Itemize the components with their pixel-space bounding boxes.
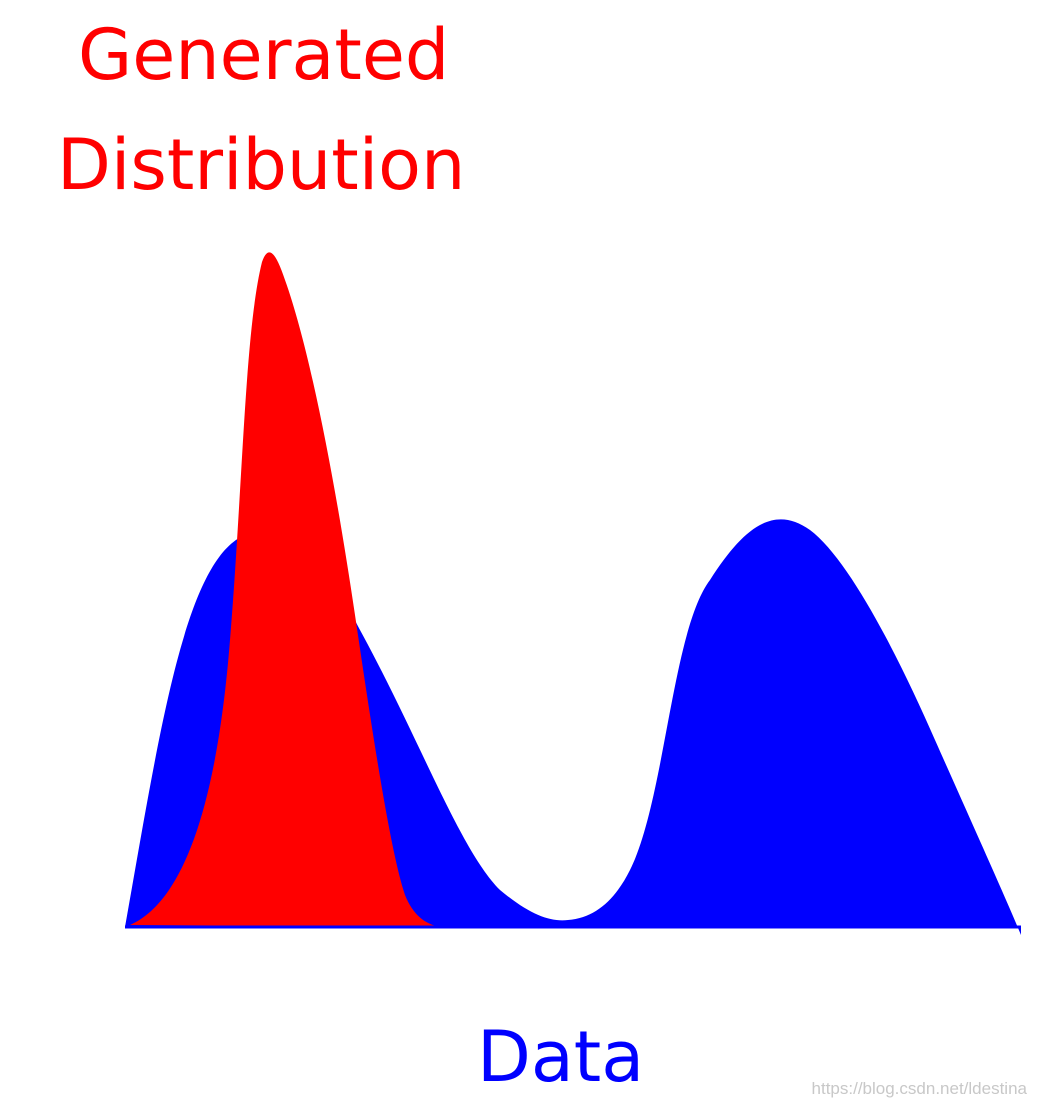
generated-distribution-label-line-1: Generated <box>78 14 450 96</box>
generated-distribution-label-line-2: Distribution <box>57 124 466 206</box>
watermark-text: https://blog.csdn.net/ldestina <box>811 1079 1027 1098</box>
generated-distribution-area <box>130 252 440 927</box>
x-axis-label: Data <box>477 1016 645 1098</box>
